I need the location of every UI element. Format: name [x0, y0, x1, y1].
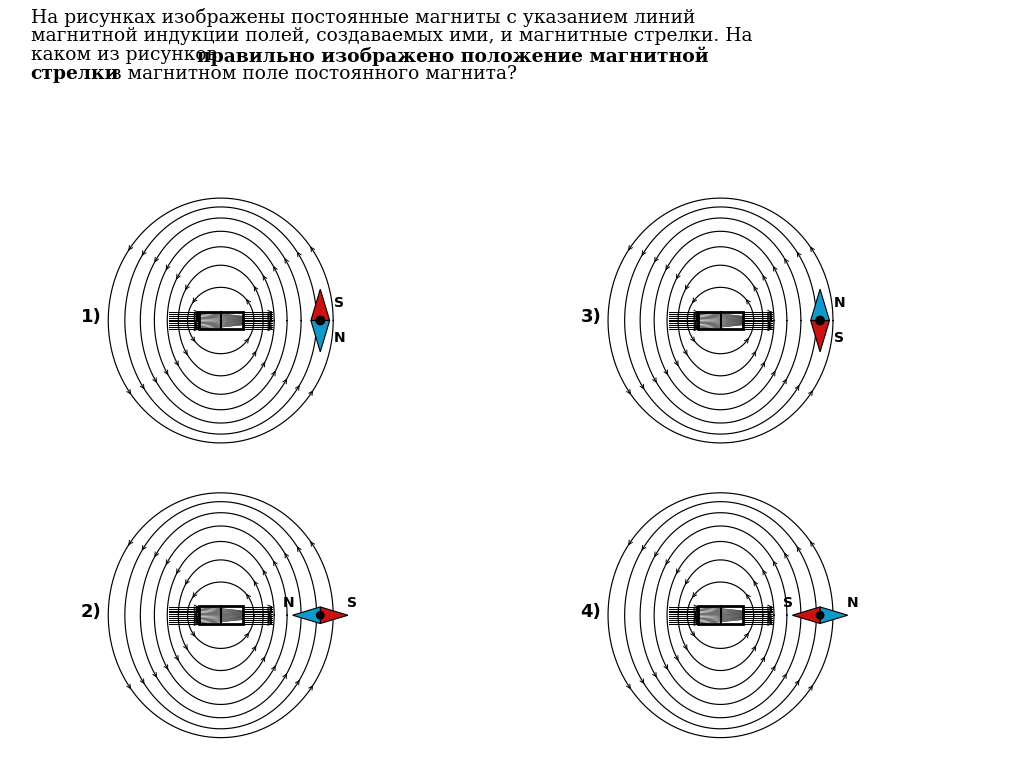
Polygon shape: [793, 607, 820, 624]
Bar: [199, 607, 243, 624]
Text: 3): 3): [581, 308, 601, 326]
Text: 2): 2): [81, 603, 101, 621]
Polygon shape: [820, 607, 848, 624]
Circle shape: [816, 611, 823, 619]
Text: каком из рисунков: каком из рисунков: [31, 46, 223, 64]
Text: На рисунках изображены постоянные магниты с указанием линий: На рисунках изображены постоянные магнит…: [31, 8, 695, 27]
Text: правильно изображено положение магнитной: правильно изображено положение магнитной: [197, 46, 709, 65]
Bar: [199, 311, 243, 329]
Polygon shape: [811, 289, 829, 321]
Bar: [698, 311, 742, 329]
Text: S: S: [834, 331, 844, 344]
Circle shape: [316, 611, 324, 619]
Circle shape: [316, 316, 325, 324]
Text: N: N: [334, 331, 346, 344]
Polygon shape: [311, 289, 330, 321]
Text: в магнитном поле постоянного магнита?: в магнитном поле постоянного магнита?: [105, 65, 517, 83]
Text: S: S: [347, 596, 357, 610]
Bar: [698, 607, 742, 624]
Polygon shape: [811, 321, 829, 352]
Text: N: N: [847, 596, 858, 610]
Text: S: S: [334, 296, 344, 311]
Text: стрелки: стрелки: [31, 65, 119, 83]
Text: N: N: [834, 296, 846, 311]
Text: магнитной индукции полей, создаваемых ими, и магнитные стрелки. На: магнитной индукции полей, создаваемых им…: [31, 27, 753, 44]
Polygon shape: [321, 607, 348, 624]
Text: S: S: [783, 596, 793, 610]
Text: N: N: [283, 596, 294, 610]
Text: 1): 1): [81, 308, 101, 326]
Circle shape: [816, 316, 824, 324]
Polygon shape: [311, 321, 330, 352]
Text: 4): 4): [581, 603, 601, 621]
Polygon shape: [293, 607, 321, 624]
